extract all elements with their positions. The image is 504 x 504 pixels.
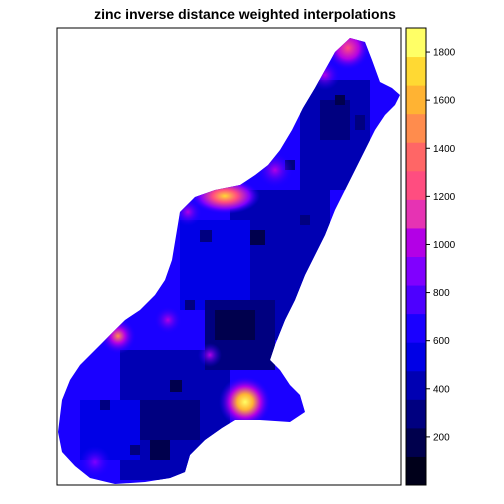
colorbar-tick-label: 400	[433, 384, 450, 395]
colorbar-tick-label: 1400	[433, 144, 456, 155]
hotspot-south-west-tip	[79, 446, 111, 478]
raster-low-zones	[80, 80, 370, 480]
colorbar-swatch	[406, 313, 426, 343]
colorbar-swatch	[406, 399, 426, 429]
colorbar-swatch	[406, 199, 426, 229]
hotspot-western-edge	[100, 318, 136, 354]
hotspot-northern-tip	[326, 38, 370, 70]
chart-title: zinc inverse distance weighted interpola…	[94, 6, 396, 22]
colorbar-tick-label: 1200	[433, 192, 456, 203]
colorbar-swatch	[406, 113, 426, 143]
hotspot-east-edge	[257, 152, 293, 188]
colorbar-tick-label: 800	[433, 288, 450, 299]
colorbar-swatch	[406, 456, 426, 486]
hotspot-west-mid	[154, 306, 182, 334]
colorbar-tick-label: 1000	[433, 240, 456, 251]
colorbar-tick-label: 1800	[433, 48, 456, 59]
colorbar-swatch	[406, 370, 426, 400]
colorbar-frame	[405, 27, 427, 486]
colorbar-swatch	[406, 427, 426, 457]
colorbar-swatch	[406, 285, 426, 315]
colorbar-swatch	[406, 85, 426, 115]
colorbar-tick-label: 200	[433, 432, 450, 443]
hotspot-southern-notch	[219, 376, 271, 428]
colorbar-swatch	[406, 342, 426, 372]
hotspot-south-center	[198, 343, 222, 367]
colorbar-tick-label: 1600	[433, 96, 456, 107]
plot-frame	[56, 27, 402, 486]
colorbar-swatch	[406, 142, 426, 172]
colorbar-swatch	[406, 56, 426, 86]
hotspot-bend-west	[174, 198, 202, 226]
interpolation-raster	[58, 38, 400, 484]
colorbar-swatch	[406, 256, 426, 286]
colorbar: 200 400 600 800 1000 1200 1400 1600 1800	[405, 27, 456, 486]
colorbar-swatch	[406, 170, 426, 200]
colorbar-swatch	[406, 28, 426, 58]
hotspot-upper-east	[310, 60, 340, 90]
colorbar-swatch	[406, 227, 426, 257]
colorbar-tick-label: 600	[433, 336, 450, 347]
